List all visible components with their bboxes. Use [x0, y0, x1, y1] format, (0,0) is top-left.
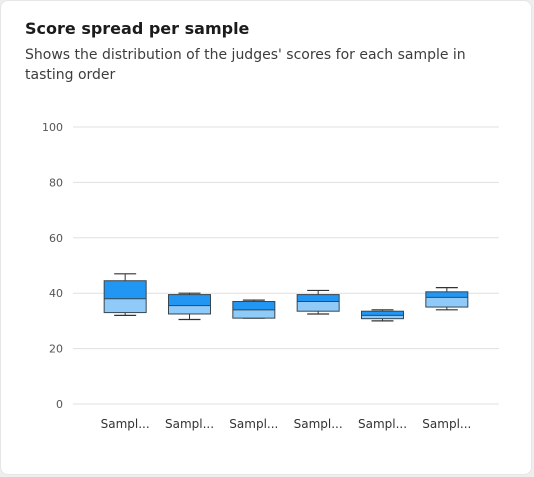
lower-quartile-box	[425, 297, 468, 308]
x-tick-label-2: Sampl...	[165, 417, 214, 431]
x-tick-label-4: Sampl...	[294, 417, 343, 431]
y-tick-label-5: 100	[42, 121, 63, 134]
upper-quartile-box	[104, 280, 147, 299]
box-outline	[168, 294, 211, 315]
upper-quartile-box	[168, 294, 211, 306]
y-tick-label-1: 20	[49, 343, 63, 356]
x-tick-label-3: Sampl...	[229, 417, 278, 431]
lower-quartile-box	[232, 309, 275, 319]
chart-subtitle: Shows the distribution of the judges' sc…	[25, 47, 466, 83]
x-tick-label-5: Sampl...	[358, 417, 407, 431]
grid-lines	[73, 126, 499, 405]
y-axis-ticks: 0 20 40 60 80 100	[42, 121, 63, 411]
upper-quartile-box	[361, 311, 404, 316]
x-tick-label-6: Sampl...	[422, 417, 471, 431]
box-2	[168, 292, 211, 321]
box-series	[103, 273, 469, 322]
lower-quartile-box	[104, 298, 147, 313]
box-5	[361, 309, 404, 322]
box-4	[296, 289, 340, 315]
lower-quartile-box	[297, 301, 340, 312]
lower-quartile-box	[361, 315, 404, 319]
x-tick-label-1: Sampl...	[101, 417, 150, 431]
box-3	[232, 299, 276, 319]
upper-quartile-box	[425, 291, 468, 298]
y-tick-label-3: 60	[49, 232, 63, 245]
box-outline	[103, 280, 147, 314]
lower-quartile-box	[168, 305, 211, 314]
box-outline	[425, 291, 469, 308]
y-tick-label-2: 40	[49, 287, 63, 300]
box-1	[103, 273, 147, 316]
y-tick-label-4: 80	[49, 176, 63, 189]
x-axis-ticks: Sampl... Sampl... Sampl... Sampl... Sampl...…	[101, 417, 472, 431]
upper-quartile-box	[232, 301, 275, 310]
box-outline	[296, 294, 340, 312]
y-tick-label-0: 0	[56, 398, 63, 411]
box-6	[425, 287, 469, 311]
chart-title: Score spread per sample	[25, 19, 250, 38]
upper-quartile-box	[297, 294, 340, 302]
